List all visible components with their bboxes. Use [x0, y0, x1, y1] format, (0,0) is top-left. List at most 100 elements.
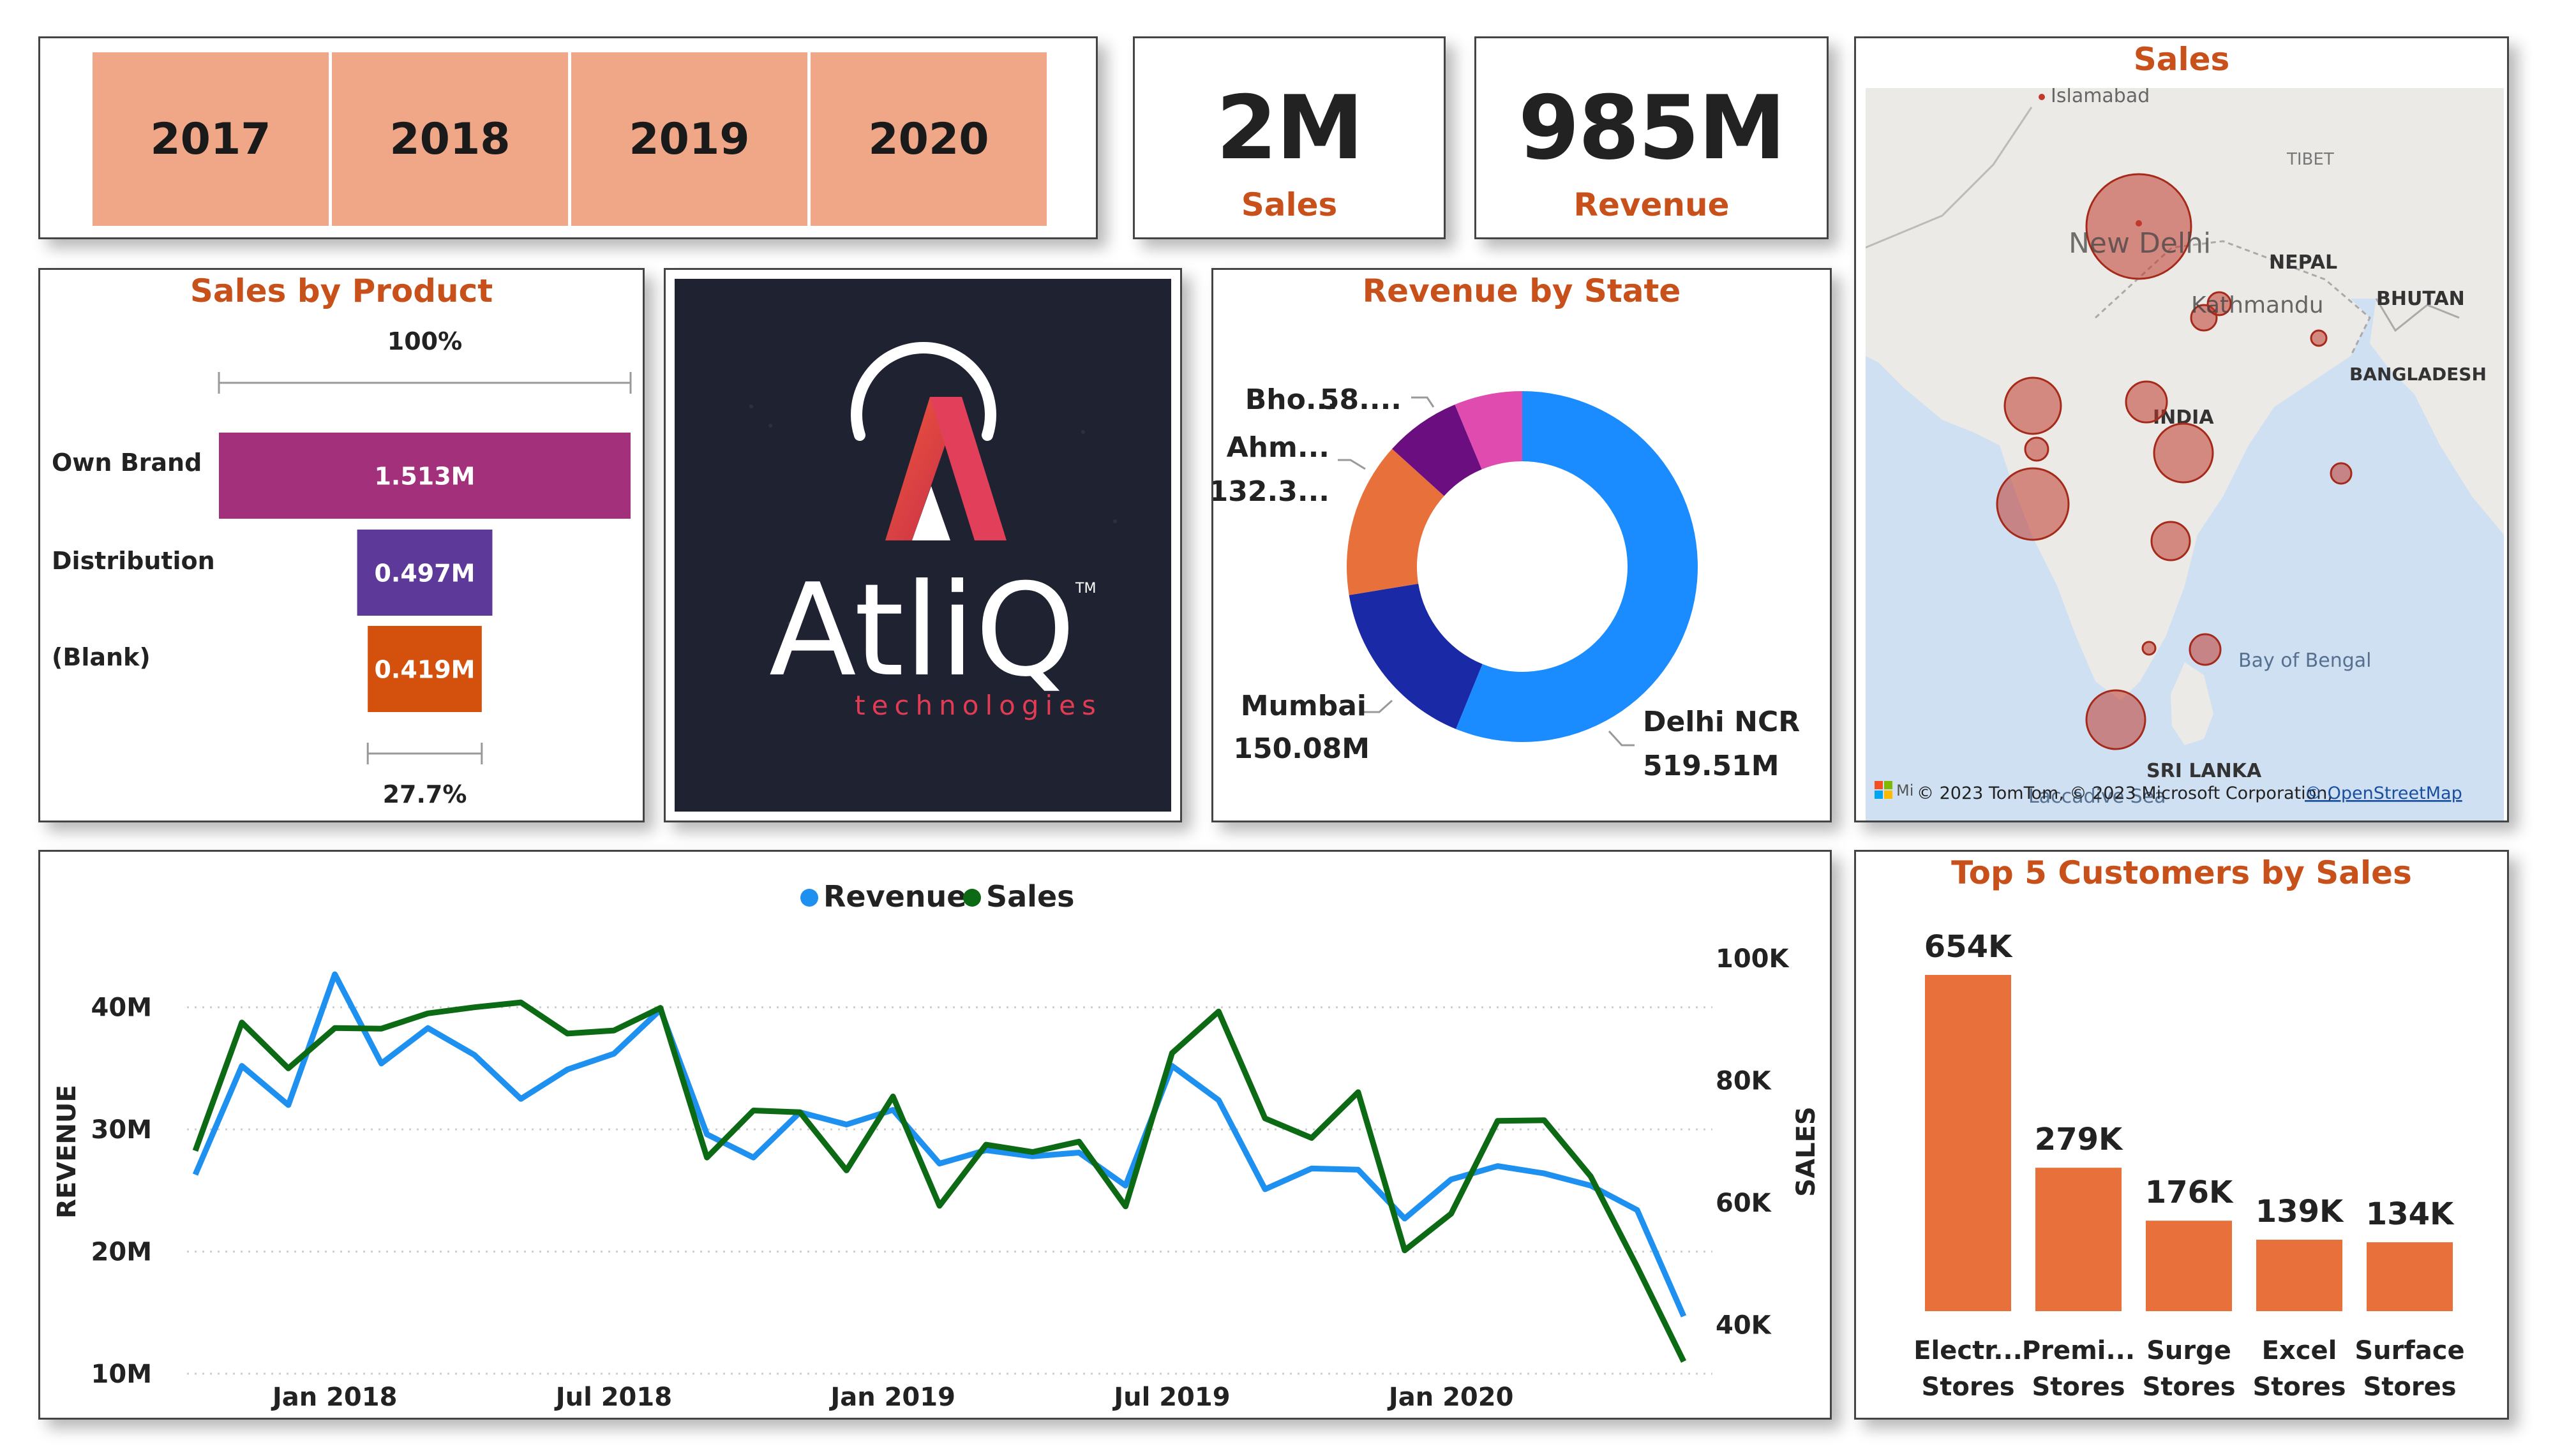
donut-label-value: 58....: [1320, 383, 1402, 416]
map-label-islamabad: Islamabad: [2051, 88, 2150, 107]
year-button-2019[interactable]: 2019: [571, 52, 807, 226]
map-bubble: [2024, 436, 2049, 462]
map-bubbles[interactable]: [1996, 173, 2353, 750]
customer-bar-value: 654K: [1924, 929, 2013, 965]
map-ms-label: Mi: [1896, 782, 1913, 799]
atliq-logo: AtliQ TM technologies: [749, 342, 1117, 721]
donut-leader-line: [1338, 459, 1366, 470]
donut-leader-line: [1411, 396, 1435, 408]
customer-category-label: Surge: [2146, 1336, 2231, 1365]
funnel-bar[interactable]: [357, 530, 493, 616]
map-title: Sales: [2133, 41, 2230, 78]
revenue-by-state-card: Revenue by State Delhi NCR 519.51M Mumbai 1…: [1211, 268, 1832, 822]
y-tick-label: 40M: [91, 993, 152, 1023]
customer-bar[interactable]: [2256, 1239, 2342, 1311]
x-tick-label: Jan 2020: [1387, 1383, 1514, 1412]
sales-by-product-chart: 100% 1.513M Own Brand 0.497M Distribution 0.4…: [52, 327, 632, 808]
customer-category-label: Stores: [2142, 1372, 2235, 1402]
sales-kpi-value: 2M: [1216, 77, 1363, 179]
map-label-kathmandu: Kathmandu: [2191, 292, 2324, 318]
map-label-bay-of-bengal: Bay of Bengal: [2238, 650, 2372, 672]
state-chart-title: Revenue by State: [1362, 272, 1681, 309]
map-bubble: [2003, 376, 2062, 435]
y2-tick-label: 80K: [1716, 1067, 1772, 1096]
customer-category-label: Surface: [2355, 1336, 2464, 1365]
donut-slice[interactable]: [1392, 405, 1482, 496]
donut-slice[interactable]: [1455, 391, 1522, 470]
map-label-tibet: TIBET: [2286, 150, 2334, 169]
revenue-sales-trend-card: 10M 20M 30M 40M 40K 60K 80K 100K Jan 2018 Jul 201…: [38, 850, 1832, 1420]
donut-label-value: 519.51M: [1643, 750, 1779, 782]
map-label-new-delhi: New Delhi: [2069, 227, 2211, 260]
y-axis-label: REVENUE: [52, 1085, 82, 1219]
sales-map[interactable]: Islamabad TIBET NEPAL BHUTAN BANGLADESH …: [1866, 88, 2504, 822]
funnel-bar[interactable]: [368, 626, 482, 712]
funnel-top-percent: 100%: [387, 327, 462, 355]
series-line-revenue[interactable]: [192, 971, 1687, 1318]
x-tick-label: Jan 2018: [271, 1383, 398, 1412]
year-slicer: 2017 2018 2019 2020: [38, 36, 1098, 239]
logo-panel: AtliQ TM technologies: [675, 279, 1171, 812]
legend-label[interactable]: Revenue: [823, 879, 967, 914]
donut-leader-line: [1608, 730, 1635, 747]
map-bubble: [2330, 462, 2353, 485]
donut-slice[interactable]: [1349, 583, 1483, 729]
customer-bar[interactable]: [2367, 1242, 2453, 1311]
y2-tick-label: 60K: [1716, 1189, 1772, 1218]
map-bubble: [2206, 291, 2232, 316]
customer-bar[interactable]: [2146, 1221, 2232, 1311]
revenue-by-state-donut: Delhi NCR 519.51M Mumbai 150.08M Ahm... 132.3…: [1213, 383, 1800, 782]
sales-kpi-card: 2M Sales: [1133, 36, 1446, 239]
customer-bar-value: 139K: [2256, 1194, 2344, 1229]
year-button-2018[interactable]: 2018: [332, 52, 568, 226]
logo-name: AtliQ: [769, 556, 1075, 705]
donut-slice[interactable]: [1456, 391, 1698, 742]
openstreetmap-link[interactable]: © OpenStreetMap: [2305, 784, 2462, 803]
customer-bar[interactable]: [2035, 1168, 2122, 1311]
series-line-sales[interactable]: [192, 999, 1687, 1363]
map-bubble: [2150, 521, 2191, 561]
legend-marker[interactable]: [963, 889, 981, 907]
legend-label[interactable]: Sales: [986, 879, 1075, 914]
product-chart-title: Sales by Product: [190, 272, 493, 309]
top-customers-title: Top 5 Customers by Sales: [1951, 854, 2412, 891]
map-bubble: [2310, 329, 2328, 347]
customer-bar-value: 134K: [2366, 1196, 2455, 1232]
y2-axis-label: SALES: [1792, 1106, 1821, 1196]
customer-category-label: Excel: [2262, 1336, 2337, 1365]
top-customers-bar-chart: 654KElectr...Stores279KPremi...Stores176…: [1913, 929, 2464, 1402]
revenue-kpi-label: Revenue: [1573, 186, 1730, 223]
sales-by-product-card: Sales by Product 100% 1.513M Own Brand 0.49…: [38, 268, 645, 822]
y-tick-label: 30M: [91, 1115, 152, 1145]
map-attribution-text: © 2023 TomTom, © 2023 Microsoft Corporat…: [1917, 784, 2333, 803]
donut-slice[interactable]: [1347, 449, 1444, 595]
funnel-category-label: Distribution: [52, 547, 215, 575]
logo-a-right: [930, 397, 1007, 540]
customer-bar[interactable]: [1925, 975, 2011, 1311]
donut-label-value: 132.3...: [1213, 475, 1329, 508]
legend-marker[interactable]: [800, 889, 818, 907]
top-customers-card: Top 5 Customers by Sales 654K Electr... St…: [1854, 850, 2509, 1420]
funnel-bar-value: 1.513M: [374, 463, 475, 491]
funnel-category-label: Own Brand: [52, 449, 202, 477]
donut-label-value: 150.08M: [1233, 732, 1370, 765]
year-button-2020[interactable]: 2020: [811, 52, 1047, 226]
year-button-2017[interactable]: 2017: [93, 52, 329, 226]
customer-category-label: Stores: [2252, 1372, 2346, 1402]
funnel-bar[interactable]: [219, 433, 631, 519]
customer-category-label: Stores: [2032, 1372, 2125, 1402]
logo-card: AtliQ TM technologies: [664, 268, 1182, 822]
y-tick-label: 10M: [91, 1360, 152, 1389]
y2-tick-label: 100K: [1716, 944, 1790, 974]
x-tick-label: Jan 2019: [828, 1383, 955, 1412]
map-label-nepal: NEPAL: [2269, 251, 2337, 274]
funnel-bar-value: 0.419M: [374, 656, 475, 684]
revenue-sales-line-chart: 10M 20M 30M 40M 40K 60K 80K 100K Jan 2018 Jul 201…: [52, 879, 1821, 1412]
donut-label-name: Delhi NCR: [1643, 706, 1800, 738]
map-bubble: [2189, 633, 2222, 666]
map-label-laccadive-sea: Laccadive Sea: [2028, 785, 2166, 808]
funnel-bar-value: 0.497M: [374, 560, 475, 588]
map-bubble: [2141, 641, 2157, 656]
customer-category-label: Premi...: [2022, 1336, 2135, 1365]
donut-label-name: Bho...: [1245, 383, 1338, 416]
